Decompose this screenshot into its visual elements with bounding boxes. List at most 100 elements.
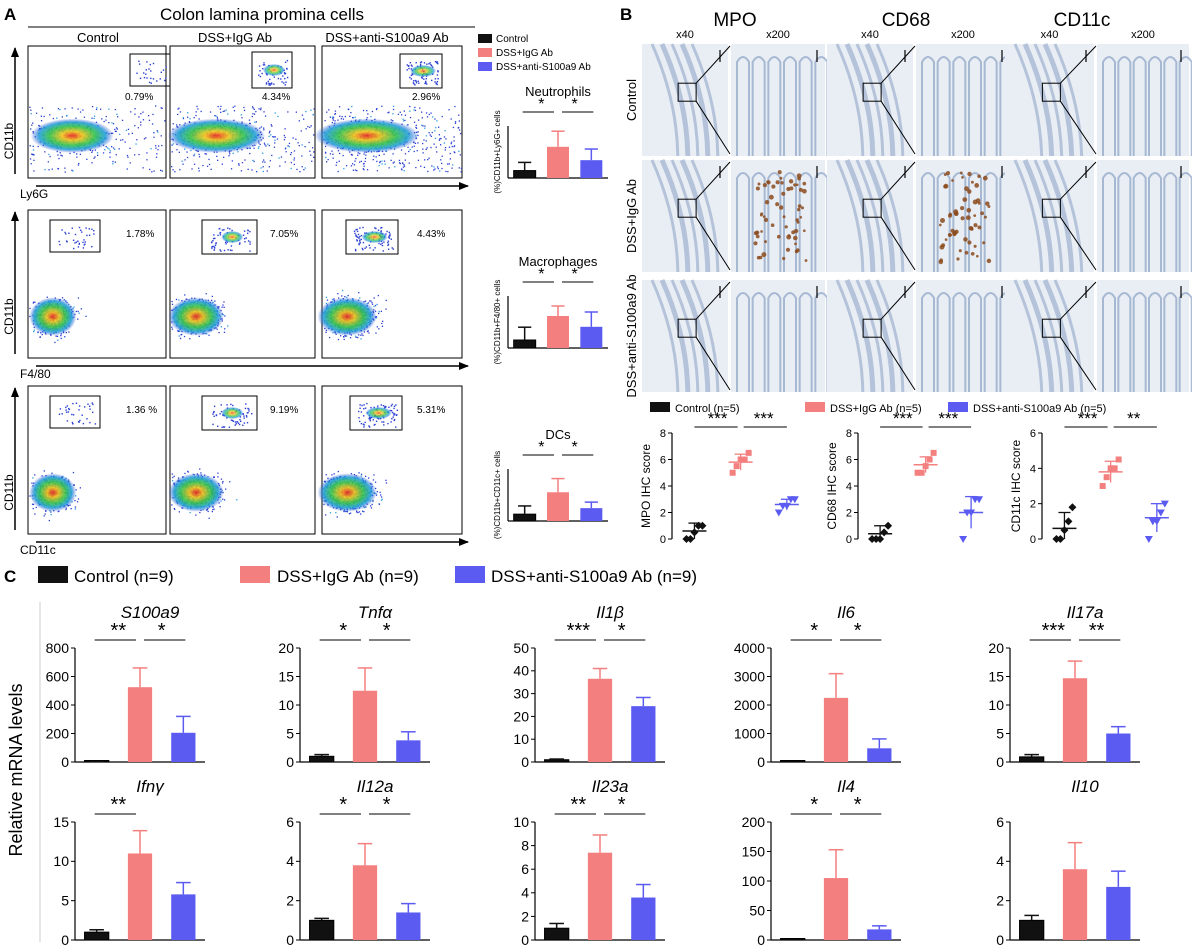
flow-dot	[349, 115, 351, 117]
flow-dot	[403, 164, 405, 166]
gate-dot	[89, 405, 91, 407]
flow-dot	[338, 160, 340, 162]
flow-dot	[198, 170, 200, 172]
flow-dot	[60, 337, 62, 340]
flow-dot	[71, 107, 73, 109]
flow-dot	[164, 120, 166, 122]
gate-dot	[146, 61, 148, 63]
flow-dot	[114, 108, 116, 111]
gate-dot	[244, 407, 247, 410]
flow-dot	[224, 328, 226, 330]
flow-dot	[83, 116, 86, 118]
flow-dot	[367, 113, 369, 115]
flow-dot	[384, 163, 386, 165]
flow-dot	[345, 335, 348, 337]
gate-dot	[245, 237, 247, 239]
gate-dot	[372, 249, 375, 251]
flow-dot	[31, 482, 33, 484]
flow-dot	[149, 168, 151, 171]
flow-dot	[44, 169, 46, 171]
gate-dot	[82, 247, 85, 249]
gate-dot	[58, 413, 61, 415]
flow-dot	[349, 337, 352, 339]
gate-dot	[389, 233, 391, 235]
flow-dot	[413, 150, 415, 153]
flow-dot	[79, 111, 82, 113]
gate-dot	[242, 234, 245, 236]
flow-dot	[69, 152, 71, 155]
flow-dot	[366, 110, 368, 112]
flow-dot	[325, 331, 327, 333]
flow-dot	[297, 142, 299, 144]
gate-dot	[357, 236, 359, 238]
flow-dot	[267, 143, 269, 145]
gate-dot	[355, 249, 357, 252]
flow-dot	[453, 145, 456, 147]
flow-dot	[76, 501, 79, 503]
flow-dot	[233, 110, 236, 112]
gate-dot	[143, 72, 145, 74]
flow-dot	[140, 124, 142, 126]
flow-dot	[273, 146, 276, 148]
flow-dot	[114, 148, 116, 150]
flow-dot	[401, 162, 404, 164]
gate-dot	[430, 64, 432, 66]
gate-dot	[145, 69, 147, 71]
flow-dot	[443, 142, 445, 144]
flow-dot	[29, 158, 32, 160]
flow-dot	[32, 477, 34, 479]
gate-dot	[136, 72, 138, 74]
gate-dot	[423, 62, 426, 64]
flow-dot	[140, 121, 142, 123]
flow-dot	[361, 333, 363, 335]
flow-dot	[32, 145, 34, 147]
flow-plot: 0.79%	[27, 45, 171, 179]
flow-dot	[433, 143, 435, 145]
flow-dot	[94, 156, 96, 158]
flow-dot	[342, 154, 344, 157]
flow-dot	[283, 134, 285, 137]
gate-dot	[434, 81, 436, 83]
gate-dot	[377, 229, 380, 231]
flow-dot	[268, 144, 270, 147]
flow-dot	[453, 151, 455, 153]
gate-dot	[81, 414, 83, 416]
gate-dot	[413, 83, 415, 85]
flow-dot	[115, 138, 117, 140]
flow-dot	[171, 326, 173, 328]
flow-dot	[44, 513, 46, 515]
flow-dot	[193, 155, 195, 157]
gate-dot	[428, 63, 430, 65]
gate-dot	[380, 227, 382, 229]
flow-dot	[39, 336, 41, 338]
flow-dot	[174, 171, 176, 173]
flow-dot	[366, 330, 369, 333]
flow-dot	[142, 167, 144, 169]
gate-dot	[429, 62, 431, 64]
flow-dot	[216, 116, 218, 118]
gate-dot	[242, 424, 244, 426]
flow-dot	[96, 107, 98, 109]
gate-dot	[386, 230, 388, 233]
flow-dot	[334, 113, 336, 115]
gate-dot	[247, 407, 249, 410]
flow-dot	[220, 105, 222, 108]
gate-dot	[59, 408, 62, 410]
flow-dot	[428, 157, 430, 159]
gate-dot	[362, 226, 364, 229]
flow-dot	[440, 137, 442, 140]
flow-plot: 4.43%	[317, 209, 463, 359]
flow-dot	[118, 148, 120, 150]
flow-dot	[325, 514, 327, 516]
flow-dot	[299, 171, 301, 173]
flow-dot	[375, 156, 377, 158]
flow-dot	[290, 161, 292, 164]
flow-dot	[140, 113, 142, 115]
flow-dot	[35, 506, 37, 509]
flow-dot	[46, 296, 48, 298]
flow-dot	[371, 503, 373, 506]
gate-dot	[359, 239, 361, 241]
flow-dot	[200, 472, 202, 474]
flow-dot	[177, 330, 180, 333]
flow-dot	[377, 294, 379, 297]
